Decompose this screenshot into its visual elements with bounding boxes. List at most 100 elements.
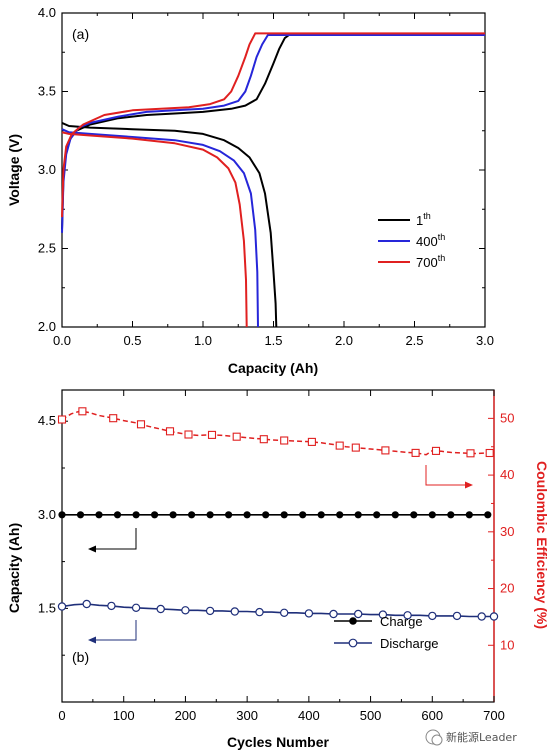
discharge-point (489, 612, 499, 621)
discharge-point (156, 604, 165, 614)
panel-b-y2-tick-label: 10 (500, 637, 514, 652)
discharge-point (230, 607, 239, 616)
panel-a-y-tick-label: 3.5 (38, 84, 56, 99)
efficiency-point (431, 446, 441, 455)
charge-point (206, 511, 214, 519)
discharge-point (57, 602, 67, 611)
discharge-point (354, 609, 363, 619)
panel-a-x-axis-label: Capacity (Ah) (228, 360, 318, 376)
efficiency-point (232, 432, 241, 441)
charge-point (95, 511, 103, 519)
panel-b-y2-tick-label: 50 (500, 410, 514, 425)
legend-marker-discharge (348, 638, 358, 648)
panel-b-y2-axis-label: Coulombic Efficiency (%) (534, 461, 550, 629)
panel-a-voltage-capacity-chart: 0.0 0.5 1.0 1.5 2.0 2.5 3.0 2.0 2.5 3.0 3.5 4.0 (a… (6, 5, 494, 376)
efficiency-point (207, 430, 217, 439)
efficiency-point (307, 437, 316, 446)
watermark: 新能源Leader (425, 729, 517, 746)
discharge-point (304, 609, 314, 618)
panel-a-x-tick-label: 0.0 (53, 333, 71, 348)
panel-a-y-tick-label: 3.0 (38, 162, 56, 177)
panel-a-legend: 1th 400th 700th (378, 211, 445, 270)
panel-a-x-tick-label: 2.5 (405, 333, 423, 348)
panel-a-x-tick-label: 3.0 (476, 333, 494, 348)
panel-b-x-tick-label: 600 (421, 708, 443, 723)
charge-point (391, 511, 399, 519)
panel-b-legend: Charge Discharge (334, 614, 439, 651)
efficiency-point (335, 441, 344, 450)
panel-b-x-tick-label: 0 (58, 708, 65, 723)
panel-b-cycling-chart: 0 100 200 300 400 500 600 700 1.5 3.0 4.5 10 20 30 4… (6, 389, 550, 750)
discharge-point (82, 599, 91, 609)
discharge-point (131, 603, 141, 613)
charge-point (484, 511, 492, 519)
panel-b-x-tick-label: 200 (175, 708, 197, 723)
discharge-point (477, 612, 486, 621)
efficiency-point (381, 446, 390, 455)
discharge-axis-arrow (88, 620, 137, 644)
charge-point (410, 511, 418, 519)
efficiency-point (136, 420, 146, 429)
charge-point (465, 511, 473, 519)
discharge-point (403, 611, 412, 620)
panel-a-y-axis-label: Voltage (V) (6, 134, 22, 206)
series-400th-charge-curve (61, 34, 485, 233)
charge-point (225, 511, 233, 519)
efficiency-point (466, 449, 475, 458)
series-400th-discharge-curve (61, 128, 259, 328)
panel-a-x-tick-label: 2.0 (335, 333, 353, 348)
legend-label-700th: 700th (416, 253, 445, 270)
panel-b-y2-tick-label: 30 (500, 524, 514, 539)
panel-b-x-tick-label: 100 (113, 708, 135, 723)
panel-a-y-tick-label: 4.0 (38, 5, 56, 20)
discharge-point (428, 611, 437, 621)
panel-a-y-tick-label: 2.5 (38, 241, 56, 256)
charge-point (280, 511, 288, 519)
panel-b-y2-tick-label: 20 (500, 581, 514, 596)
panel-a-x-tick-label: 1.0 (194, 333, 212, 348)
discharge-point (452, 611, 462, 621)
series-1th-discharge-curve (61, 121, 278, 328)
legend-label-1th: 1th (416, 211, 431, 228)
legend-label-charge: Charge (380, 614, 423, 629)
charge-axis-arrow (88, 528, 137, 553)
charge-point (262, 511, 270, 519)
panel-a-x-tick-label: 0.5 (123, 333, 141, 348)
charge-point (132, 511, 140, 519)
watermark-text: 新能源Leader (446, 730, 517, 744)
charge-point (373, 511, 381, 519)
discharge-point (280, 608, 289, 618)
charge-point (151, 511, 159, 519)
efficiency-point (280, 436, 289, 445)
discharge-point (205, 606, 215, 616)
panel-b-x-tick-label: 400 (298, 708, 320, 723)
panel-b-y-tick-label: 1.5 (38, 600, 56, 615)
discharge-point (378, 610, 388, 619)
panel-a-label: (a) (72, 26, 89, 42)
charge-point (336, 511, 344, 519)
efficiency-point (57, 415, 67, 424)
charge-point (354, 511, 362, 519)
charge-point (188, 511, 196, 519)
efficiency-point (485, 448, 494, 458)
charge-point (243, 511, 251, 519)
efficiency-axis-arrow (425, 465, 473, 489)
panel-b-x-tick-label: 300 (236, 708, 258, 723)
panel-b-y2-tick-label: 40 (500, 467, 514, 482)
legend-label-discharge: Discharge (380, 636, 439, 651)
panel-a-y-tick-label: 2.0 (38, 319, 56, 334)
efficiency-point (259, 435, 268, 444)
panel-b-x-tick-label: 700 (483, 708, 505, 723)
charge-point (447, 511, 455, 519)
charge-point (169, 511, 177, 519)
charge-point (299, 511, 307, 519)
efficiency-point (109, 414, 118, 423)
charge-point (58, 511, 66, 519)
series-700th-discharge-curve (61, 131, 248, 328)
efficiency-line (61, 410, 488, 456)
discharge-point (181, 606, 190, 615)
charge-point (76, 511, 85, 519)
panel-b-y-axis-label: Capacity (Ah) (6, 523, 22, 613)
panel-b-x-tick-label: 500 (360, 708, 382, 723)
